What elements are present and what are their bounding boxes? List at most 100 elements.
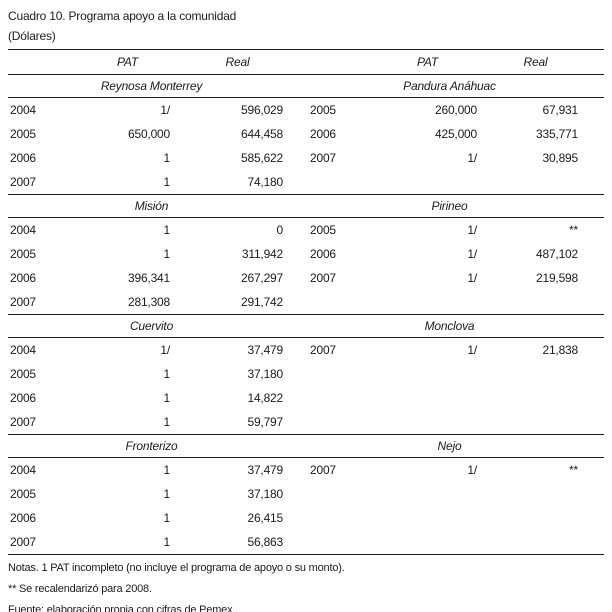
table-row: 2004 1/596,029 2005 260,000 67,931 xyxy=(8,98,604,123)
year-cell: 2006 xyxy=(310,127,336,141)
pat-column-header-left: PAT xyxy=(75,49,180,75)
table-row: 2007 1 56,863 xyxy=(8,530,604,555)
year-cell: 2006 xyxy=(10,511,36,525)
pat-value-cell xyxy=(370,290,485,315)
pat-value-cell: 1 xyxy=(163,415,171,429)
real-value-cell: 219,598 xyxy=(536,271,578,285)
year-cell: 2005 xyxy=(310,223,336,237)
pat-value-cell: 1 xyxy=(163,223,171,237)
real-value-cell: 14,822 xyxy=(247,391,283,405)
real-value-cell: 30,895 xyxy=(542,151,578,165)
table-row: 2007 1 74,180 xyxy=(8,170,604,195)
section-name-left: Fronterizo xyxy=(8,434,295,458)
pat-value-cell: 1 xyxy=(163,175,171,189)
table-row: 2005 1 37,180 xyxy=(8,482,604,506)
section-header-row: Misión Pirineo xyxy=(8,194,604,218)
year-cell: 2004 xyxy=(10,343,36,357)
year-cell: 2005 xyxy=(10,127,36,141)
pat-value-cell: 1 xyxy=(163,511,171,525)
year-cell: 2006 xyxy=(310,247,336,261)
real-value-cell: 37,479 xyxy=(247,463,283,477)
real-value-cell: 267,297 xyxy=(241,271,283,285)
pat-value-cell: 1 xyxy=(163,487,171,501)
year-cell: 2004 xyxy=(10,223,36,237)
real-value-cell: 74,180 xyxy=(247,175,283,189)
real-value-cell: 37,180 xyxy=(247,487,283,501)
pat-value-cell: 281,308 xyxy=(128,295,170,309)
pat-value-cell xyxy=(370,170,485,195)
real-value-cell: 644,458 xyxy=(241,127,283,141)
table-row: 2005 1 311,942 2006 1/487,102 xyxy=(8,242,604,266)
empty-header-cell xyxy=(8,49,75,75)
real-value-cell: ** xyxy=(569,223,578,237)
empty-header-cell xyxy=(295,49,370,75)
real-value-cell: 596,029 xyxy=(241,103,283,117)
table-row: 2005 650,000 644,458 2006 425,000 335,771 xyxy=(8,122,604,146)
section-name-right: Pirineo xyxy=(295,194,604,218)
section-name-right: Monclova xyxy=(295,314,604,338)
real-value-cell: 21,838 xyxy=(542,343,578,357)
table-subtitle: (Dólares) xyxy=(8,29,56,43)
real-value-cell xyxy=(485,386,604,410)
year-cell: 2005 xyxy=(10,247,36,261)
real-column-header-right: Real xyxy=(485,49,604,75)
year-cell: 2004 xyxy=(10,463,36,477)
pat-value-cell: 1/ xyxy=(467,343,477,357)
pat-value-cell xyxy=(370,482,485,506)
real-value-cell: 37,479 xyxy=(247,343,283,357)
real-value-cell: 37,180 xyxy=(247,367,283,381)
year-cell: 2007 xyxy=(10,175,36,189)
year-cell xyxy=(295,482,370,506)
section-name-right: Nejo xyxy=(295,434,604,458)
table-row: 2004 1/37,479 2007 1/21,838 xyxy=(8,338,604,363)
real-value-cell: 335,771 xyxy=(536,127,578,141)
real-value-cell: 56,863 xyxy=(247,535,283,549)
year-cell: 2007 xyxy=(310,271,336,285)
pat-value-cell: 1/ xyxy=(467,247,477,261)
pat-column-header-right: PAT xyxy=(370,49,485,75)
section-name-left: Reynosa Monterrey xyxy=(8,74,295,98)
table-title: Cuadro 10. Programa apoyo a la comunidad xyxy=(8,9,237,23)
section-name-right: Pandura Anáhuac xyxy=(295,74,604,98)
table-row: 2004 1 0 2005 1/ ** xyxy=(8,218,604,243)
column-header-row: PAT Real PAT Real xyxy=(8,49,604,75)
real-value-cell xyxy=(485,170,604,195)
real-value-cell: 59,797 xyxy=(247,415,283,429)
table-row: 2006 1 14,822 xyxy=(8,386,604,410)
section-name-left: Misión xyxy=(8,194,295,218)
year-cell: 2006 xyxy=(10,391,36,405)
pat-value-cell xyxy=(370,530,485,555)
pat-value-cell xyxy=(370,386,485,410)
pat-value-cell: 1 xyxy=(163,535,171,549)
table-body: Reynosa Monterrey Pandura Anáhuac 2004 1/59… xyxy=(8,74,604,555)
year-cell: 2005 xyxy=(310,103,336,117)
year-cell xyxy=(295,410,370,435)
year-cell: 2006 xyxy=(10,151,36,165)
real-column-header-left: Real xyxy=(180,49,295,75)
year-cell: 2007 xyxy=(310,343,336,357)
pat-value-cell: 1 xyxy=(163,247,171,261)
year-cell xyxy=(295,506,370,530)
real-value-cell xyxy=(485,290,604,315)
real-value-cell: 26,415 xyxy=(247,511,283,525)
pat-value-cell: 1/ xyxy=(467,271,477,285)
pat-value-cell: 1/ xyxy=(160,103,170,117)
section-header-row: Reynosa Monterrey Pandura Anáhuac xyxy=(8,74,604,98)
pat-value-cell: 1 xyxy=(163,463,171,477)
note-recalendarized: ** Se recalendarizó para 2008. xyxy=(8,583,152,595)
table-row: 2004 1 37,479 2007 1/ ** xyxy=(8,458,604,483)
pat-value-cell: 1 xyxy=(163,391,171,405)
table-row: 2006 1 26,415 xyxy=(8,506,604,530)
year-cell: 2007 xyxy=(310,151,336,165)
real-value-cell: 585,622 xyxy=(241,151,283,165)
real-value-cell xyxy=(485,410,604,435)
pat-value-cell: 1 xyxy=(163,367,171,381)
year-cell xyxy=(295,170,370,195)
pat-value-cell xyxy=(370,506,485,530)
real-value-cell: 291,742 xyxy=(241,295,283,309)
note-source: Fuente: elaboración propia con cifras de… xyxy=(8,604,239,612)
pat-value-cell: 1/ xyxy=(160,343,170,357)
pat-value-cell: 1/ xyxy=(467,151,477,165)
pat-value-cell xyxy=(370,410,485,435)
pat-value-cell xyxy=(370,362,485,386)
